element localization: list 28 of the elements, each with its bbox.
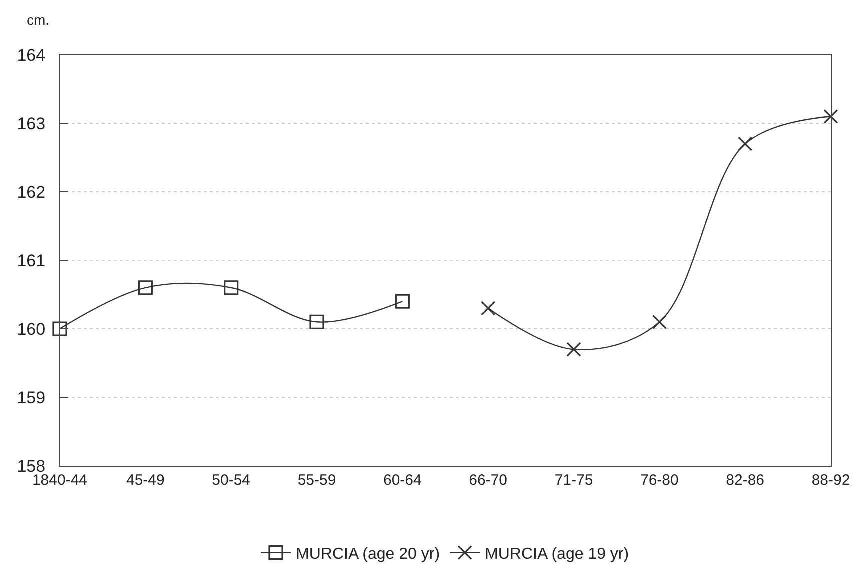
y-tick-label: 159 (17, 388, 46, 408)
point (310, 314, 324, 330)
point (138, 280, 153, 296)
y-tick-label: 162 (17, 182, 46, 202)
y-tick-label: 160 (17, 320, 46, 339)
x-tick-label: 88-92 (812, 472, 850, 489)
x-tick-label: 45-49 (126, 472, 165, 489)
x-tick-label: 55-59 (298, 472, 336, 489)
point (395, 294, 410, 309)
point (824, 109, 838, 124)
x-tick-label: 76-80 (640, 472, 679, 489)
x-tick-label: 50-54 (212, 472, 251, 489)
y-tick-label: 161 (17, 251, 46, 270)
x-tick-label: 82-86 (726, 472, 765, 489)
legend-label: MURCIA (age 19 yr) (485, 546, 630, 564)
y-tick-label: 164 (17, 46, 46, 65)
point (566, 342, 582, 357)
x-tick-label: 71-75 (554, 472, 594, 489)
x-tick-label: 66-70 (469, 472, 508, 489)
point (652, 314, 667, 330)
point (52, 322, 68, 336)
point (481, 301, 496, 316)
x-tick-label: 60-64 (383, 472, 422, 489)
point (738, 136, 753, 152)
y-tick-label: 163 (17, 114, 46, 134)
point (224, 280, 239, 296)
legend-label: MURCIA (age 20 yr) (296, 546, 440, 564)
y-axis-title: cm. (27, 12, 50, 28)
